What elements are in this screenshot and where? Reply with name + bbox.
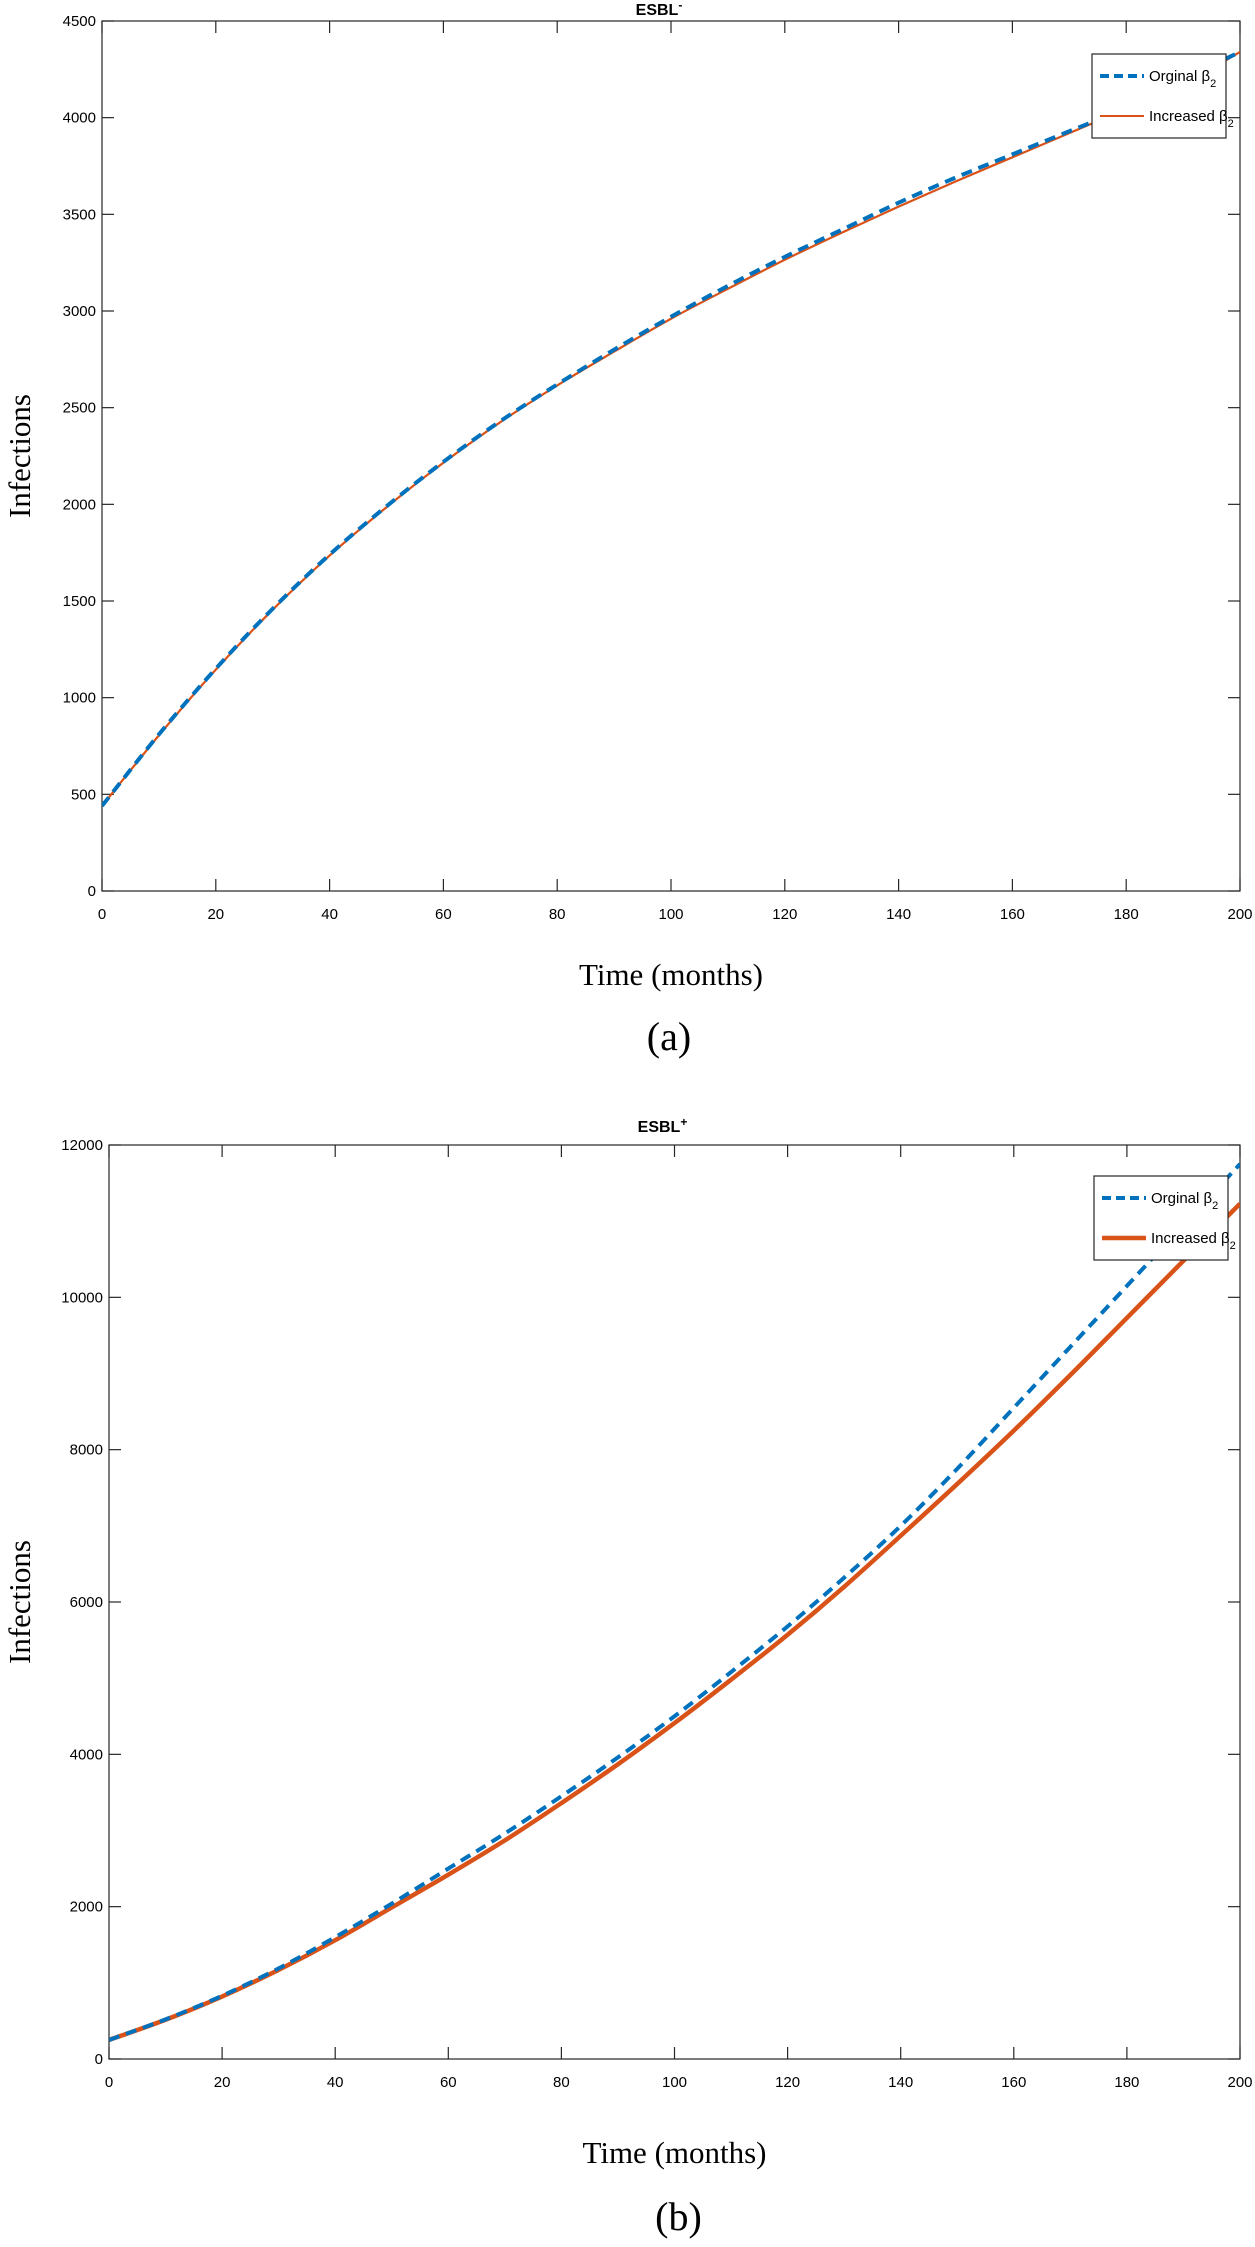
y-tick-label: 12000 <box>61 1137 103 1154</box>
y-tick-label: 3500 <box>63 206 96 223</box>
x-tick-label: 180 <box>1114 906 1139 923</box>
legend-entry: Increased β2 <box>1151 1230 1236 1252</box>
legend-entry: Orginal β2 <box>1151 1190 1218 1212</box>
y-tick-label: 10000 <box>61 1289 103 1306</box>
x-tick-label: 100 <box>662 2074 687 2091</box>
series-original-line <box>109 1162 1240 2042</box>
y-axis-label: Infections <box>2 394 37 518</box>
y-tick-label: 6000 <box>70 1594 103 1611</box>
x-tick-label: 100 <box>658 906 683 923</box>
x-tick-label: 40 <box>327 2074 344 2091</box>
x-tick-label: 80 <box>549 906 566 923</box>
x-tick-label: 160 <box>1001 2074 1026 2091</box>
y-tick-label: 8000 <box>70 1442 103 1459</box>
legend-entry: Increased β2 <box>1149 108 1234 130</box>
x-tick-label: 60 <box>440 2074 457 2091</box>
x-tick-label: 120 <box>772 906 797 923</box>
x-tick-label: 180 <box>1114 2074 1139 2091</box>
x-tick-label: 200 <box>1227 906 1252 923</box>
x-axis-label: Time (months) <box>579 957 763 992</box>
y-tick-label: 4000 <box>63 110 96 127</box>
legend-box <box>1093 1175 1229 1261</box>
y-tick-label: 2000 <box>70 1899 103 1916</box>
y-tick-label: 4500 <box>63 13 96 30</box>
legend: Orginal β2 Increased β2 <box>1093 1175 1236 1261</box>
chart-b: 0 20 40 60 80 100 120 140 160 180 2000200040006000… <box>2 1115 1253 2239</box>
x-axis-label: Time (months) <box>582 2135 766 2170</box>
x-tick-label: 80 <box>553 2074 570 2091</box>
series-increased-line <box>109 1202 1240 2043</box>
x-tick-label: 140 <box>886 906 911 923</box>
x-tick-label: 140 <box>888 2074 913 2091</box>
y-tick-label: 1000 <box>63 690 96 707</box>
series-original-line <box>102 50 1240 808</box>
y-tick-label: 4000 <box>70 1746 103 1763</box>
x-tick-label: 120 <box>775 2074 800 2091</box>
x-tick-label: 40 <box>321 906 338 923</box>
y-tick-label: 0 <box>88 883 96 900</box>
plot-frame <box>101 20 1241 892</box>
x-tick-label: 160 <box>1000 906 1025 923</box>
y-tick-label: 2500 <box>63 400 96 417</box>
y-tick-label: 3000 <box>63 303 96 320</box>
plot-frame <box>108 1144 1241 2060</box>
chart-title: ESBL- <box>636 0 683 19</box>
chart-title: ESBL+ <box>638 1115 688 1136</box>
x-tick-label: 20 <box>207 906 224 923</box>
y-tick-label: 2000 <box>63 496 96 513</box>
x-tick-label: 0 <box>98 906 106 923</box>
y-tick-label: 1500 <box>63 593 96 610</box>
chart-a: 0 20 40 60 80 100 120 140 160 180 2000500100015002… <box>2 0 1253 1059</box>
y-axis-label: Infections <box>2 1540 37 1664</box>
x-tick-label: 60 <box>435 906 452 923</box>
y-tick-label: 0 <box>95 2051 103 2068</box>
x-tick-label: 200 <box>1227 2074 1252 2091</box>
panel-caption: (a) <box>647 1014 691 1059</box>
y-tick-label: 500 <box>71 786 96 803</box>
x-tick-label: 20 <box>214 2074 231 2091</box>
x-tick-label: 0 <box>105 2074 113 2091</box>
legend: Orginal β2 Increased β2 <box>1091 53 1234 139</box>
legend-box <box>1091 53 1227 139</box>
legend-entry: Orginal β2 <box>1149 68 1216 90</box>
panel-caption: (b) <box>655 2194 702 2239</box>
